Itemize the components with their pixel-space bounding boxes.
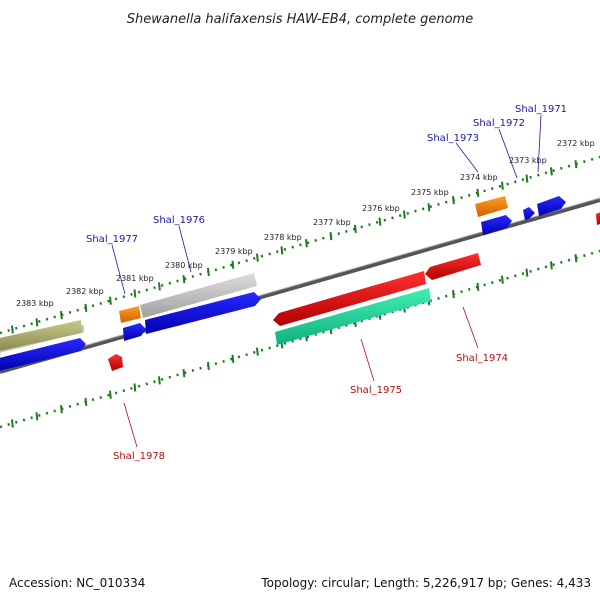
upper-major-tick <box>257 254 258 262</box>
lower-major-tick <box>159 376 160 384</box>
upper-major-tick <box>453 196 454 204</box>
leader-shal-1972 <box>499 129 517 178</box>
scale-label-2379: 2379 kbp <box>215 247 253 256</box>
feature-orange-shal-1973[interactable] <box>475 196 508 217</box>
upper-major-tick <box>355 225 356 233</box>
feature-blue-shal-1973[interactable] <box>481 215 512 235</box>
lower-major-tick <box>502 276 503 284</box>
scale-label-2377: 2377 kbp <box>313 218 351 227</box>
gene-label-shal-1977[interactable]: Shal_1977 <box>86 234 138 245</box>
scale-label-2383: 2383 kbp <box>16 299 54 308</box>
genome-summary-text: Topology: circular; Length: 5,226,917 bp… <box>260 576 591 590</box>
upper-major-tick <box>331 232 332 240</box>
feature-red-right-edge[interactable] <box>596 210 600 225</box>
genome-backbone-highlight <box>0 198 600 370</box>
gene-label-shal-1978[interactable]: Shal_1978 <box>113 451 165 462</box>
lower-major-tick <box>12 420 13 428</box>
lower-major-tick <box>257 348 258 356</box>
lower-major-tick <box>110 391 111 399</box>
upper-major-tick <box>233 261 234 269</box>
upper-major-tick <box>282 246 283 254</box>
upper-major-tick <box>551 167 552 175</box>
upper-major-tick <box>404 211 405 219</box>
upper-major-tick <box>37 318 38 326</box>
leader-shal-1974 <box>463 307 478 348</box>
upper-major-tick <box>429 203 430 211</box>
upper-major-tick <box>478 189 479 197</box>
scale-label-2373: 2373 kbp <box>509 156 547 165</box>
scale-label-2378: 2378 kbp <box>264 233 302 242</box>
lower-major-tick <box>527 269 528 277</box>
upper-major-tick <box>380 218 381 226</box>
genome-map: Shewanella halifaxensis HAW-EB4, complet… <box>0 0 600 600</box>
feature-orange-shal-1973-body <box>475 196 508 217</box>
lower-major-tick <box>233 355 234 363</box>
lower-major-tick <box>184 369 185 377</box>
accession-text: Accession: NC_010334 <box>9 576 145 590</box>
lower-major-tick <box>576 254 577 262</box>
gene-label-shal-1972[interactable]: Shal_1972 <box>473 118 525 129</box>
upper-major-tick <box>502 182 503 190</box>
upper-major-tick <box>86 304 87 312</box>
lower-scale-track <box>0 251 600 427</box>
upper-major-tick <box>110 297 111 305</box>
upper-major-tick <box>576 160 577 168</box>
upper-major-tick <box>208 268 209 276</box>
upper-major-tick <box>527 175 528 183</box>
scale-label-2382: 2382 kbp <box>66 287 104 296</box>
feature-orange-shal-1977-body <box>119 306 141 323</box>
lower-major-tick <box>208 362 209 370</box>
lower-major-tick <box>478 283 479 291</box>
feature-red-small-body <box>108 354 123 371</box>
feature-red-small[interactable] <box>108 354 123 371</box>
feature-blue-shal-1977[interactable] <box>123 323 146 341</box>
feature-orange-shal-1977[interactable] <box>119 306 141 323</box>
scale-label-2376: 2376 kbp <box>362 204 400 213</box>
upper-major-tick <box>306 239 307 247</box>
upper-major-tick <box>12 326 13 334</box>
scale-label-2375: 2375 kbp <box>411 188 449 197</box>
upper-major-tick <box>61 311 62 319</box>
upper-major-tick <box>159 282 160 290</box>
scale-label-2380: 2380 kbp <box>165 261 203 270</box>
leader-shal-1977 <box>112 245 125 294</box>
leader-shal-1978 <box>124 403 137 447</box>
leader-lines <box>112 115 541 447</box>
scale-label-2372: 2372 kbp <box>557 139 595 148</box>
lower-major-tick <box>86 398 87 406</box>
feature-red-right-edge-body <box>596 210 600 225</box>
feature-blue-shal-1973-body <box>481 215 512 235</box>
gene-label-shal-1971[interactable]: Shal_1971 <box>515 104 567 115</box>
lower-major-tick <box>453 290 454 298</box>
upper-major-tick <box>135 290 136 298</box>
lower-major-tick <box>551 261 552 269</box>
feature-red-shal-1974[interactable] <box>425 253 481 280</box>
gene-label-shal-1974[interactable]: Shal_1974 <box>456 353 508 364</box>
leader-shal-1973 <box>456 143 478 172</box>
gene-label-shal-1976[interactable]: Shal_1976 <box>153 215 205 226</box>
genome-backbone <box>0 200 600 372</box>
feature-red-shal-1974-body <box>425 253 481 280</box>
leader-shal-1975 <box>361 339 374 381</box>
lower-major-tick <box>61 405 62 413</box>
gene-label-shal-1975[interactable]: Shal_1975 <box>350 385 402 396</box>
map-title: Shewanella halifaxensis HAW-EB4, complet… <box>127 12 473 27</box>
feature-blue-shal-1977-body <box>123 323 146 341</box>
gene-label-shal-1973[interactable]: Shal_1973 <box>427 133 479 144</box>
scale-label-2374: 2374 kbp <box>460 173 498 182</box>
upper-scale-track <box>0 157 600 333</box>
lower-major-tick <box>37 412 38 420</box>
upper-major-tick <box>184 275 185 283</box>
lower-major-tick <box>135 384 136 392</box>
